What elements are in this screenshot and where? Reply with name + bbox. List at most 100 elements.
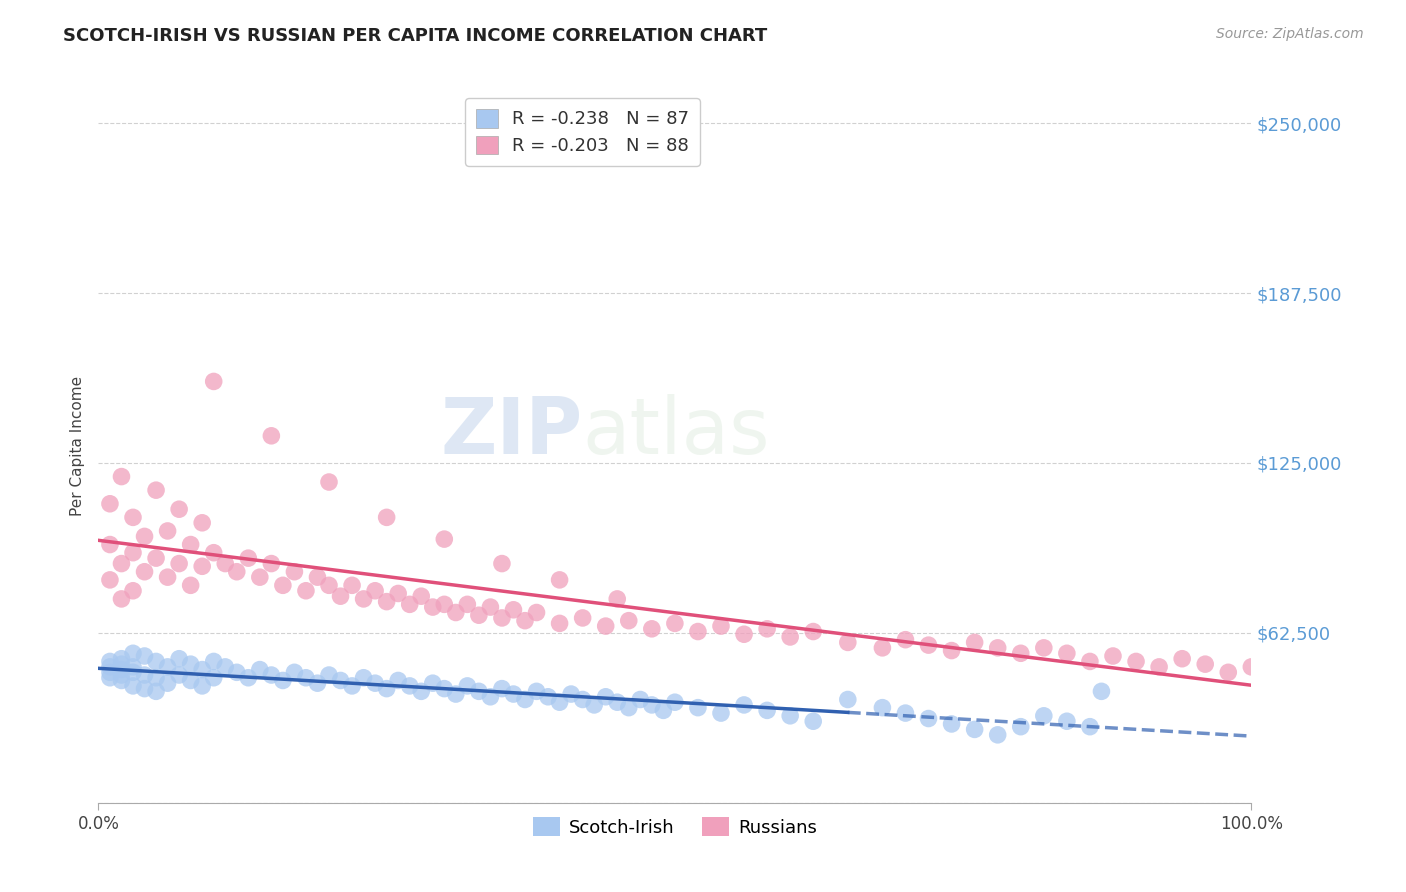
Point (225, 665, 247, 680)
Point (202, 375, 225, 389)
Point (1032, 708, 1054, 723)
Point (502, 603, 524, 617)
Y-axis label: Per Capita Income: Per Capita Income (69, 376, 84, 516)
Point (686, 700, 709, 714)
Point (167, 502, 190, 516)
Point (180, 657, 202, 672)
Point (411, 684, 433, 698)
Point (756, 703, 779, 717)
Point (98, 665, 121, 680)
Text: atlas: atlas (582, 393, 770, 470)
Point (548, 616, 571, 631)
Point (894, 632, 917, 647)
Point (110, 673, 132, 688)
Point (894, 706, 917, 720)
Point (214, 660, 236, 674)
Point (375, 594, 398, 608)
Point (456, 679, 478, 693)
Point (513, 614, 536, 628)
Point (479, 600, 502, 615)
Point (122, 510, 145, 524)
Point (122, 583, 145, 598)
Point (340, 578, 363, 592)
Point (837, 635, 859, 649)
Point (249, 663, 271, 677)
Point (917, 712, 939, 726)
Point (318, 578, 340, 592)
Point (110, 469, 132, 483)
Point (98, 671, 121, 685)
Point (295, 583, 318, 598)
Point (756, 622, 779, 636)
Point (225, 565, 247, 579)
Point (271, 578, 294, 592)
Point (479, 690, 502, 704)
Point (145, 671, 167, 685)
Point (214, 557, 236, 571)
Point (606, 591, 628, 606)
Point (202, 546, 225, 560)
Text: ZIP: ZIP (440, 393, 582, 470)
Point (872, 700, 894, 714)
Point (180, 578, 202, 592)
Point (733, 698, 755, 712)
Point (987, 728, 1010, 742)
Text: SCOTCH-IRISH VS RUSSIAN PER CAPITA INCOME CORRELATION CHART: SCOTCH-IRISH VS RUSSIAN PER CAPITA INCOM… (63, 27, 768, 45)
Point (180, 673, 202, 688)
Point (134, 529, 156, 543)
Point (433, 598, 456, 612)
Point (641, 622, 664, 636)
Point (1056, 646, 1078, 660)
Point (1032, 640, 1054, 655)
Point (491, 557, 513, 571)
Point (134, 565, 156, 579)
Point (628, 692, 651, 706)
Point (260, 429, 283, 443)
Point (191, 679, 214, 693)
Point (122, 665, 145, 680)
Point (548, 695, 571, 709)
Point (98, 537, 121, 551)
Point (122, 546, 145, 560)
Point (110, 557, 132, 571)
Point (941, 643, 963, 657)
Point (560, 687, 582, 701)
Point (1078, 655, 1101, 669)
Point (641, 698, 664, 712)
Point (364, 676, 387, 690)
Point (387, 673, 409, 688)
Point (375, 681, 398, 696)
Point (571, 692, 593, 706)
Point (283, 665, 305, 680)
Point (1056, 714, 1078, 729)
Point (779, 708, 801, 723)
Point (110, 663, 132, 677)
Point (595, 619, 617, 633)
Point (987, 640, 1010, 655)
Point (283, 565, 305, 579)
Point (353, 591, 375, 606)
Point (606, 695, 628, 709)
Point (110, 651, 132, 665)
Point (167, 557, 190, 571)
Point (202, 671, 225, 685)
Point (1010, 646, 1032, 660)
Point (433, 681, 456, 696)
Point (122, 679, 145, 693)
Point (329, 589, 352, 603)
Point (167, 668, 190, 682)
Point (526, 684, 548, 698)
Point (122, 660, 145, 674)
Point (491, 681, 513, 696)
Point (801, 624, 824, 639)
Point (963, 723, 986, 737)
Point (411, 589, 433, 603)
Point (468, 684, 491, 698)
Point (1090, 684, 1112, 698)
Point (98, 655, 121, 669)
Point (1218, 665, 1240, 680)
Point (398, 598, 420, 612)
Point (398, 679, 420, 693)
Point (422, 600, 444, 615)
Point (110, 668, 132, 682)
